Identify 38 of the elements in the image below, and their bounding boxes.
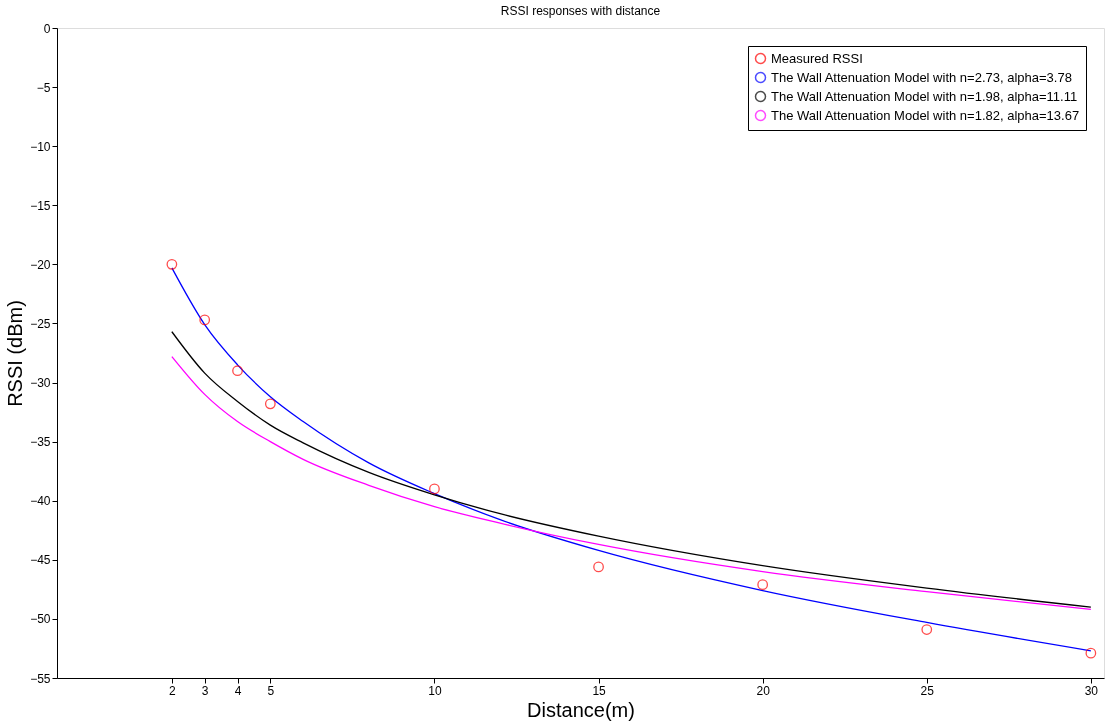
y-tick-label: −55 [30,671,51,686]
chart-title: RSSI responses with distance [500,4,661,18]
x-axis-title: Distance(m) [527,698,635,721]
x-tick-label: 10 [428,683,442,698]
point [921,624,933,635]
legend-label: The Wall Attenuation Model with n=2.73, alpha=3.78 [771,69,1072,85]
point [757,579,769,591]
y-tick-label: −45 [30,553,51,568]
x-tick-label: 3 [201,683,209,698]
y-tick-label: −30 [30,376,51,391]
x-tick-label: 20 [756,683,771,698]
point [593,561,604,573]
y-tick-label: −50 [30,612,51,627]
x-tick-label: 15 [592,683,607,698]
point [166,258,178,270]
y-tick-label: 0 [43,21,51,36]
x-tick-label: 4 [234,683,242,698]
y-tick-label: −15 [30,198,51,213]
point [264,398,276,410]
legend-label: The Wall Attenuation Model with n=1.82, alpha=13.67 [771,107,1080,123]
x-tick-label: 30 [1084,683,1099,698]
legend-label: The Wall Attenuation Model with n=1.98, alpha=11.11 [771,88,1078,104]
x-tick-label: 2 [169,683,177,698]
y-tick-label: −5 [36,80,51,95]
point [429,483,440,495]
point [199,314,211,326]
x-tick-label: 25 [920,683,935,698]
point [1085,647,1097,659]
y-tick-label: −20 [30,257,51,272]
y-tick-label: −40 [30,494,51,509]
y-tick-label: −25 [30,316,51,331]
x-tick-label: 5 [267,683,275,698]
line-series [171,267,1092,652]
point [232,365,243,377]
legend-label: Measured RSSI [771,50,863,66]
y-axis-title: RSSI (dBm) [4,300,27,407]
y-tick-label: −35 [30,435,51,450]
y-tick-label: −10 [30,139,51,154]
